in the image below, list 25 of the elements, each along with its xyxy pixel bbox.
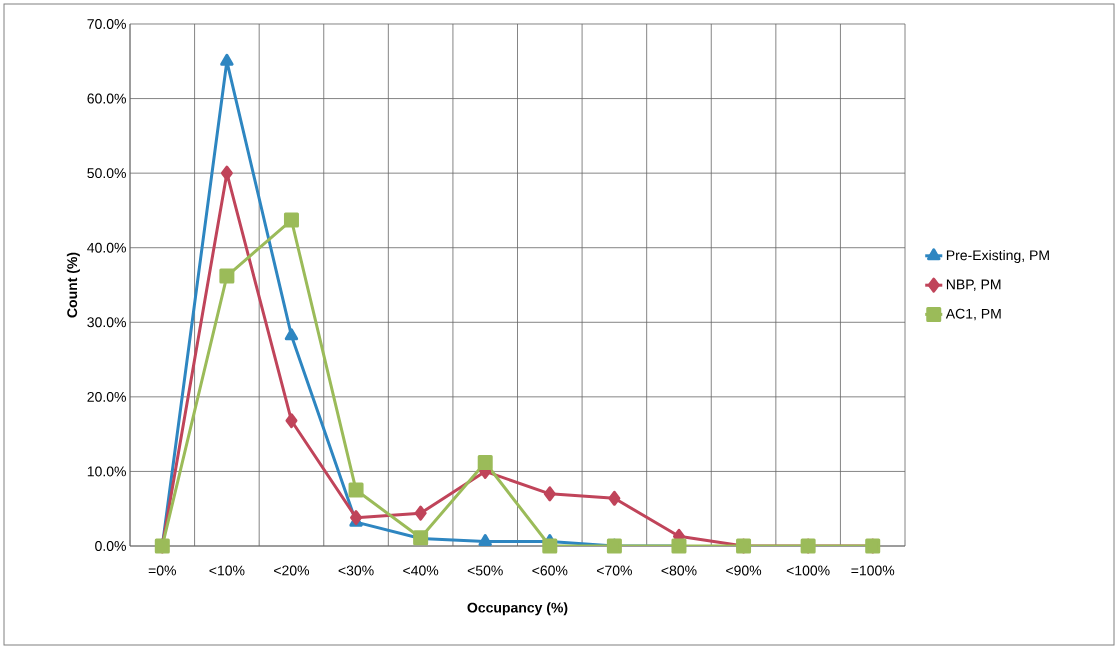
x-tick-label: <100% <box>786 565 830 576</box>
legend-label: AC1, PM <box>945 308 1001 321</box>
y-tick-label: 70.0% <box>87 19 126 29</box>
x-tick-label: <30% <box>338 565 374 576</box>
x-tick-label: <20% <box>274 565 310 576</box>
y-tick-label: 50.0% <box>87 168 126 179</box>
legend-label: NBP, PM <box>946 279 1001 292</box>
y-tick-label: 10.0% <box>87 466 126 477</box>
x-tick-label: <60% <box>532 565 568 576</box>
y-tick-label: 30.0% <box>87 317 126 328</box>
y-tick-label: 60.0% <box>87 93 126 104</box>
x-axis-title: Occupancy (%) <box>467 602 568 616</box>
y-tick-label: 0.0% <box>95 541 126 551</box>
y-tick-label: 20.0% <box>87 391 126 402</box>
x-tick-label: =0% <box>148 565 176 576</box>
x-tick-label: <90% <box>726 565 762 576</box>
x-tick-label: <10% <box>209 565 245 576</box>
x-tick-label: <70% <box>596 565 632 576</box>
x-tick-label: <80% <box>661 565 697 576</box>
x-tick-label: <50% <box>467 565 503 576</box>
x-tick-label: =100% <box>851 565 895 576</box>
legend-label: Pre-Existing, PM <box>946 249 1049 264</box>
y-tick-label: 40.0% <box>87 242 126 253</box>
x-tick-label: <40% <box>403 565 439 576</box>
y-axis-title: Count (%) <box>66 252 80 318</box>
